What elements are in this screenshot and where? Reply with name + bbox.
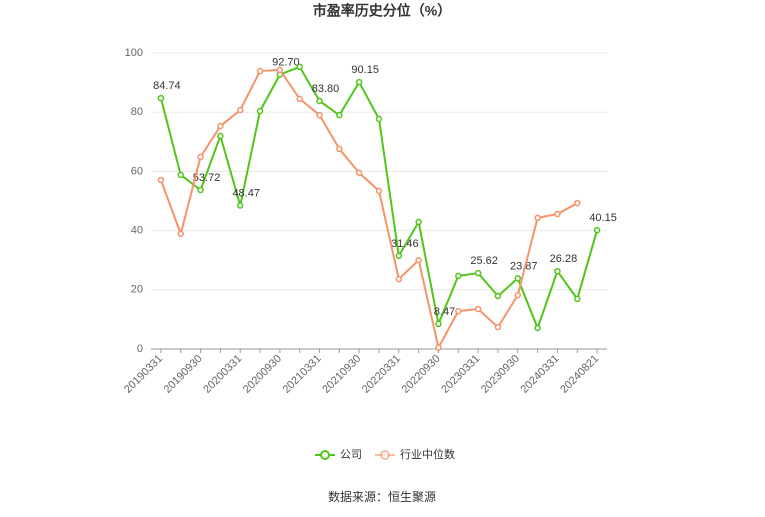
data-label: 40.15 [589,212,617,224]
data-point [514,275,522,282]
data-label: 84.74 [153,80,181,92]
data-point [197,186,204,194]
data-point [534,324,541,332]
x-tick-label: 20210930 [320,353,363,396]
data-point [256,107,264,115]
data-label: 8.47 [434,306,455,318]
data-point [494,323,502,331]
data-point [336,145,343,153]
data-point [157,94,165,102]
data-point [593,226,601,234]
data-point [157,176,165,184]
x-tick-label: 20190331 [122,353,165,396]
chart-title: 市盈率历史分位（%） [313,3,451,19]
data-point [316,97,323,105]
data-point [236,106,244,114]
data-label: 90.15 [351,64,379,76]
x-tick-label: 20210331 [281,353,324,396]
y-tick-label: 80 [131,106,143,118]
legend-marker [320,450,330,460]
data-label: 92.70 [272,57,300,69]
data-point [435,320,442,328]
y-tick-label: 20 [131,284,143,296]
data-point [395,252,403,260]
data-point [554,267,561,275]
data-point [474,305,482,313]
data-label: 23.87 [510,260,538,272]
legend-label: 行业中位数 [400,447,455,461]
x-tick-label: 20230331 [439,353,482,396]
data-point [177,171,184,179]
data-point [534,214,541,222]
data-point [574,295,581,303]
legend-marker [380,450,390,460]
y-tick-label: 40 [131,225,143,237]
data-point [276,66,284,74]
data-label: 83.80 [312,83,340,95]
data-label: 26.28 [550,253,578,265]
x-tick-label: 20190930 [162,353,205,396]
data-point [217,132,224,140]
data-point [455,307,462,315]
data-point [256,67,264,75]
data-point [395,275,403,283]
data-point [316,111,323,119]
source: 数据来源：恒生聚源 [328,489,436,504]
data-point [474,269,482,277]
data-point [435,344,442,351]
data-label: 53.72 [193,172,221,184]
data-label: 25.62 [470,255,498,267]
data-point [375,187,383,195]
data-point [375,115,383,123]
data-point [236,202,244,209]
data-point [415,218,422,226]
x-tick-label: 20240821 [558,353,601,396]
y-tick-label: 60 [131,165,143,177]
data-point [415,256,422,264]
data-point [296,95,303,103]
data-point [355,169,363,177]
data-point [177,230,184,238]
x-tick-label: 20200930 [241,353,284,396]
data-label: 31.46 [391,238,419,250]
data-point [514,291,522,299]
x-tick-label: 20200331 [201,353,244,396]
y-tick-label: 100 [125,47,143,59]
data-point [336,111,343,119]
data-label: 48.47 [232,187,260,199]
data-point [494,292,502,300]
data-point [355,78,363,86]
x-tick-label: 20220930 [400,353,443,396]
legend-label: 公司 [340,449,362,461]
x-tick-label: 20240331 [519,353,562,396]
series-line [159,68,578,351]
data-point [574,199,581,207]
x-tick-label: 20220331 [360,353,403,396]
data-point [197,153,204,161]
x-tick-label: 20230930 [479,353,522,396]
series-line [159,65,599,331]
data-point [296,63,303,71]
y-tick-label: 0 [137,343,143,355]
data-point [455,272,462,280]
data-point [554,210,561,218]
data-point [217,122,224,130]
